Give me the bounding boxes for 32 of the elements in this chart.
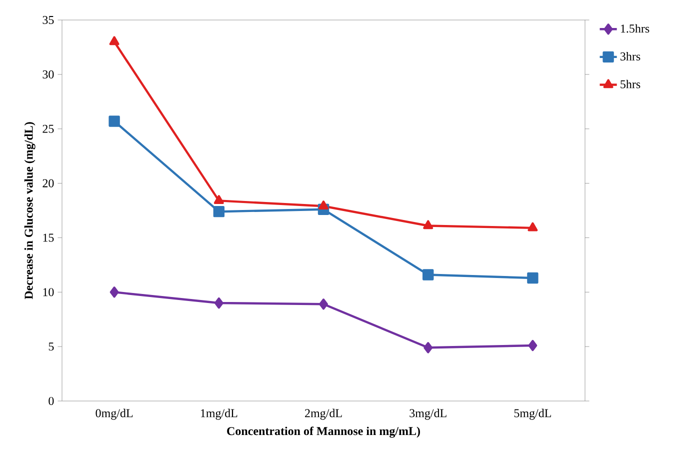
- x-tick-label: 1mg/dL: [200, 408, 238, 420]
- point: [528, 340, 538, 352]
- point: [424, 342, 433, 354]
- x-tick-label: 5mg/dL: [514, 408, 551, 420]
- x-tick-label: 2mg/dL: [305, 408, 342, 420]
- legend-label: 5hrs: [620, 80, 640, 88]
- point: [214, 195, 224, 204]
- y-tick-label: 0: [48, 396, 54, 406]
- point: [319, 298, 328, 310]
- point: [213, 206, 225, 218]
- legend-label: 1.5hrs: [620, 24, 650, 33]
- x-tick-label: 3mg/dL: [410, 408, 446, 420]
- y-tick-label: 25: [42, 124, 54, 133]
- point: [422, 269, 434, 280]
- x-tick-label: 0mg/dL: [96, 408, 133, 420]
- point: [528, 222, 538, 232]
- y-tick-label: 15: [43, 234, 54, 242]
- y-tick-label: 30: [42, 70, 54, 78]
- point: [108, 116, 120, 127]
- point: [527, 272, 538, 284]
- point: [318, 200, 328, 210]
- point: [214, 297, 224, 309]
- y-tick-label: 10: [43, 288, 54, 296]
- point: [109, 36, 120, 46]
- y-tick-label: 5: [48, 342, 54, 351]
- x-axis-title: Concentration of Mannose in mg/mL): [227, 426, 420, 438]
- legend-label: 3hrs: [620, 52, 640, 60]
- y-tick-label: 35: [42, 16, 54, 24]
- point: [423, 220, 434, 230]
- point: [110, 286, 119, 298]
- y-axis-title: Decrease in Glucose value (mg/dL): [24, 122, 36, 300]
- y-tick-label: 20: [42, 179, 54, 188]
